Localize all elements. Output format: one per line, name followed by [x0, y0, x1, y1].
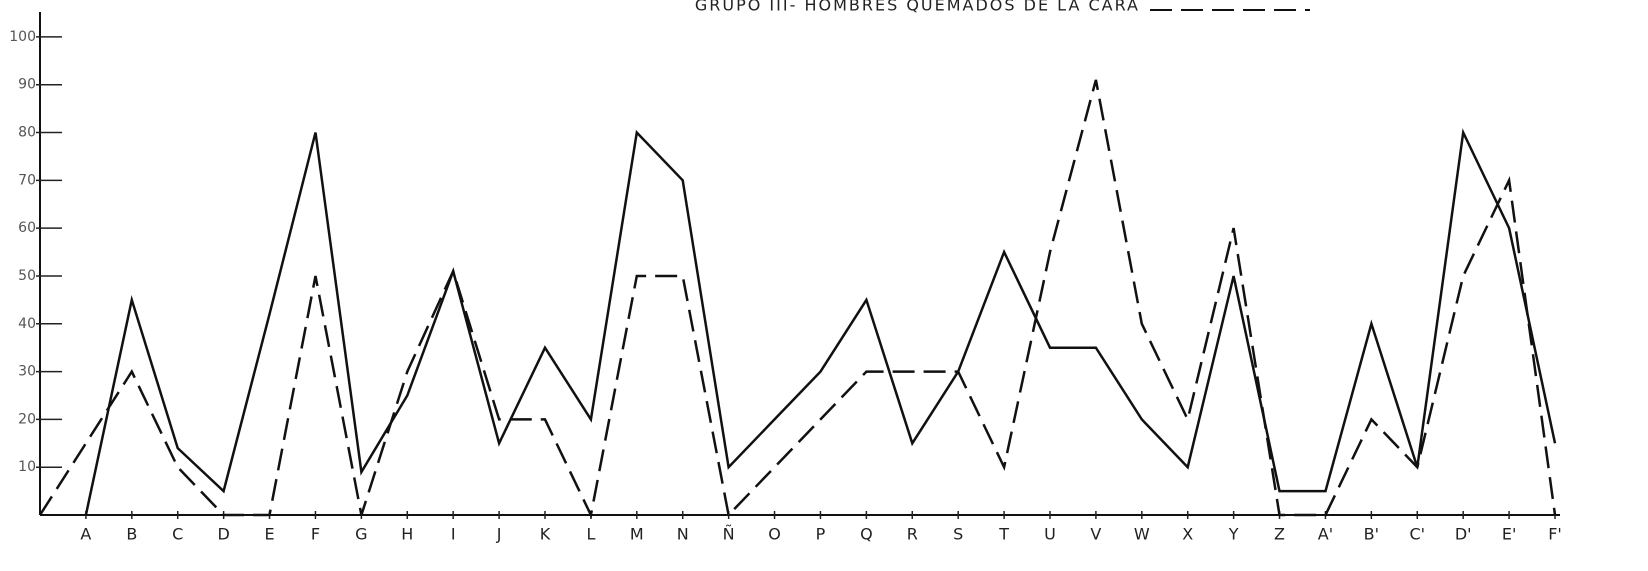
x-tick-label: M [630, 525, 644, 544]
x-tick-label: F' [1548, 525, 1562, 544]
x-tick-label: E' [1502, 525, 1517, 544]
x-tick-label: R [907, 525, 918, 544]
x-tick-label: E [264, 525, 274, 544]
series-line [38, 79, 1557, 519]
x-tick-label: J [496, 525, 502, 544]
x-tick-label: Z [1274, 525, 1285, 544]
x-tick-label: D [217, 525, 229, 544]
x-tick-label: L [586, 525, 595, 544]
y-tick-label: 70 [18, 172, 36, 188]
x-tick-label: N [677, 525, 689, 544]
x-tick-label: T [998, 525, 1009, 544]
x-tick-label: O [768, 525, 781, 544]
y-tick-label: 30 [18, 364, 36, 380]
x-tick-label: U [1044, 525, 1056, 544]
x-tick-label: Q [860, 525, 873, 544]
y-tick-label: 10 [18, 459, 36, 475]
x-tick-label: Ñ [723, 525, 735, 544]
x-tick-label: D' [1455, 525, 1472, 544]
x-tick-label: H [401, 525, 413, 544]
x-tick-label: A [80, 525, 91, 544]
x-tick-label: B [126, 525, 137, 544]
x-tick-label: C [172, 525, 183, 544]
x-tick-label: G [355, 525, 367, 544]
x-tick-label: S [953, 525, 963, 544]
x-tick-label: C' [1409, 525, 1425, 544]
x-tick-label: K [540, 525, 551, 544]
y-tick-label: 100 [9, 29, 36, 45]
x-tick-label: I [451, 525, 456, 544]
x-tick-label: V [1090, 525, 1101, 544]
y-tick-label: 20 [18, 411, 36, 427]
x-tick-label: B' [1364, 525, 1379, 544]
legend-label: GRUPO III- HOMBRES QUEMADOS DE LA CARA [695, 0, 1140, 15]
y-tick-label: 40 [18, 316, 36, 332]
y-tick-label: 80 [18, 125, 36, 141]
x-tick-label: F [311, 525, 320, 544]
x-tick-label: P [816, 525, 826, 544]
x-tick-label: Y [1228, 525, 1239, 544]
x-tick-label: A' [1318, 525, 1333, 544]
y-tick-label: 90 [18, 77, 36, 93]
series-line [84, 128, 1557, 516]
y-tick-label: 60 [18, 220, 36, 236]
y-tick-label: 50 [18, 268, 36, 284]
x-tick-label: W [1134, 525, 1150, 544]
x-tick-label: X [1182, 525, 1193, 544]
